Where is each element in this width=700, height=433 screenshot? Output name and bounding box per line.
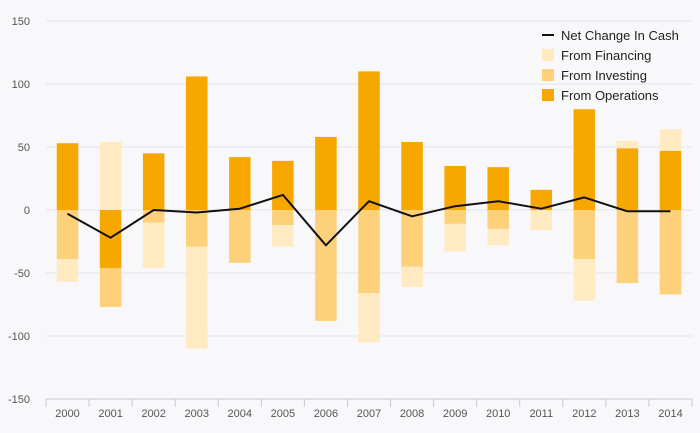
bar-from-investing-2007 [358, 210, 380, 294]
x-tick-label: 2004 [228, 408, 252, 420]
legend: Net Change In Cash From Financing From Inv… [542, 28, 679, 103]
x-tick-label: 2008 [400, 408, 424, 420]
bar-from-operations-2000 [56, 143, 79, 210]
x-tick-label: 2009 [443, 408, 467, 420]
bar-from-operations-2013 [616, 148, 639, 210]
bar-from-operations-2002 [142, 153, 165, 210]
bar-from-investing-2013 [616, 210, 639, 284]
x-tick-label: 2005 [271, 408, 295, 420]
bar-from-investing-2009 [444, 210, 466, 224]
bar-from-investing-2006 [315, 210, 337, 321]
y-tick-label: -100 [8, 331, 30, 343]
bar-from-financing-2005 [272, 225, 294, 247]
bar-from-financing-2002 [142, 222, 165, 268]
legend-swatch-from-operations [542, 89, 554, 101]
bar-from-investing-2005 [272, 210, 294, 226]
x-tick-label: 2006 [314, 408, 338, 420]
bar-from-investing-2008 [401, 210, 423, 267]
x-tick-label: 2011 [529, 408, 553, 420]
bar-from-financing-2009 [444, 223, 466, 252]
bar-from-operations-2007 [358, 71, 380, 211]
bar-from-financing-2003 [185, 246, 208, 349]
y-tick-label: 50 [18, 142, 30, 154]
bar-from-operations-2009 [444, 165, 466, 210]
bar-from-operations-2006 [315, 136, 337, 210]
bar-from-financing-2007 [358, 293, 380, 343]
bar-from-operations-2001 [99, 210, 122, 268]
bar-from-operations-2005 [272, 160, 294, 210]
bar-from-financing-2001 [99, 141, 122, 210]
x-tick-label: 2007 [357, 408, 381, 420]
bar-from-operations-2003 [185, 76, 208, 210]
y-tick-label: 150 [12, 16, 30, 28]
bar-from-operations-2010 [487, 167, 509, 210]
x-tick-label: 2014 [658, 408, 682, 420]
bar-from-financing-2014 [659, 129, 682, 151]
y-tick-label: 0 [24, 205, 30, 217]
legend-label-from-financing: From Financing [561, 48, 651, 63]
legend-swatch-from-financing [542, 49, 554, 61]
bar-from-operations-2014 [659, 150, 682, 210]
bar-from-operations-2012 [573, 109, 596, 210]
legend-label-from-operations: From Operations [561, 88, 659, 103]
x-tick-label: 2013 [615, 408, 639, 420]
bar-from-financing-2011 [530, 210, 553, 231]
bar-from-investing-2000 [56, 210, 79, 260]
bar-from-operations-2011 [530, 189, 553, 210]
y-tick-label: 100 [12, 79, 30, 91]
y-tick-label: -150 [8, 394, 30, 406]
bar-from-investing-2010 [487, 210, 509, 229]
legend-label-from-investing: From Investing [561, 68, 647, 83]
bar-from-investing-2014 [659, 210, 682, 295]
x-tick-label: 2002 [141, 408, 165, 420]
x-axis: 2000 2001 2002 2003 2004 2005 2006 2007 2008 2009… [45, 398, 693, 420]
bar-from-financing-2008 [401, 266, 423, 287]
x-tick-label: 2012 [572, 408, 596, 420]
bar-from-financing-2010 [487, 228, 509, 246]
bar-from-investing-2004 [229, 210, 251, 263]
bar-from-financing-2000 [56, 259, 79, 282]
bar-from-financing-2013 [616, 140, 639, 149]
x-tick-label: 2000 [55, 408, 79, 420]
bar-from-operations-2004 [229, 157, 251, 210]
bar-from-operations-2008 [401, 141, 423, 210]
legend-label-net-change-in-cash: Net Change In Cash [561, 28, 679, 43]
legend-swatch-from-investing [542, 69, 554, 81]
bar-from-investing-2001 [99, 267, 122, 308]
x-tick-label: 2010 [486, 408, 510, 420]
net-change-line [67, 193, 671, 247]
bar-from-investing-2003 [185, 210, 208, 247]
bar-from-investing-2002 [142, 210, 165, 223]
x-tick-label: 2003 [184, 408, 208, 420]
bar-from-investing-2012 [573, 210, 596, 260]
bar-from-financing-2012 [573, 259, 596, 301]
x-tick-label: 2001 [98, 408, 122, 420]
net-change-line-layer [67, 193, 671, 247]
bars [56, 71, 682, 349]
y-tick-label: -50 [14, 268, 30, 280]
y-axis: -150 -100 -50 0 50 100 150 [8, 16, 30, 406]
